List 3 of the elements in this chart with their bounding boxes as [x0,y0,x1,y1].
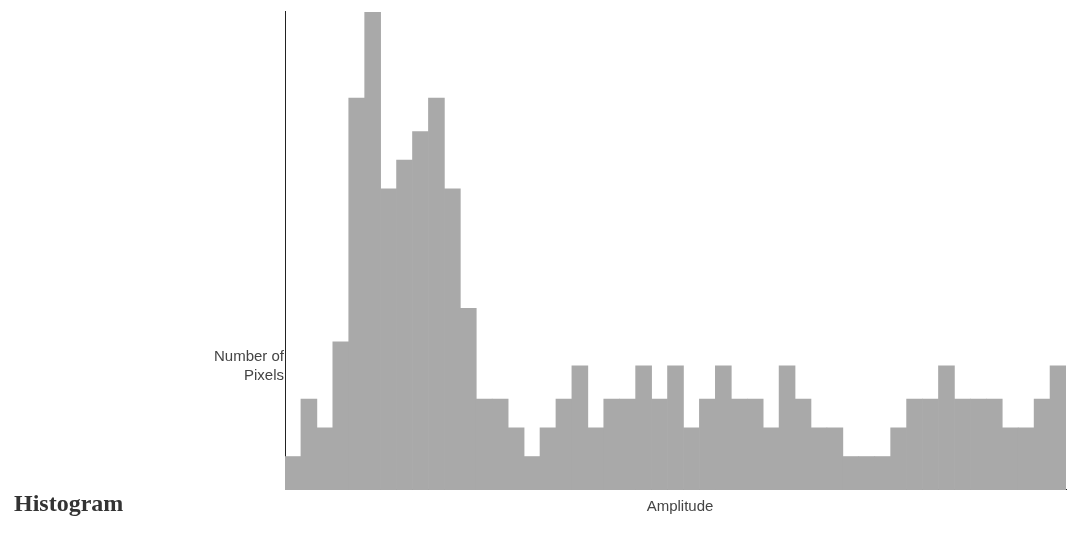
text: Histogram [14,490,124,517]
x-axis-title: Amplitude [645,497,715,514]
y-axis-title: Number of Pixels [212,346,284,384]
